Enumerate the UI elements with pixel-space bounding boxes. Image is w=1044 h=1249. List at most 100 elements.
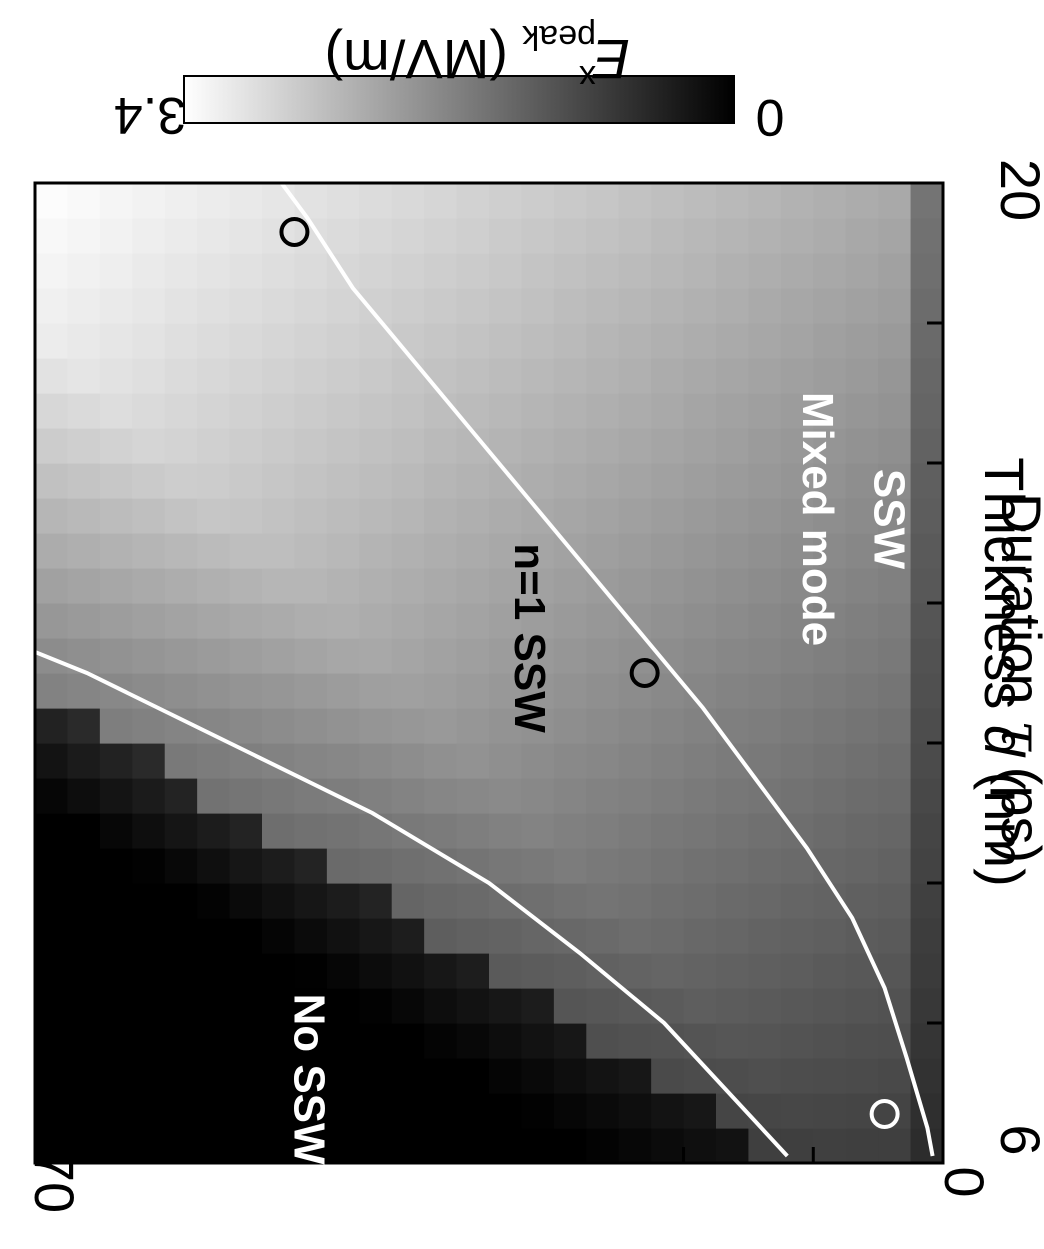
- heatmap-cell: [489, 533, 523, 569]
- heatmap-cell: [326, 288, 360, 324]
- heatmap-cell: [780, 498, 814, 534]
- heatmap-cell: [456, 1128, 490, 1163]
- heatmap-cell: [813, 498, 847, 534]
- heatmap-cell: [294, 638, 328, 674]
- heatmap-cell: [845, 603, 879, 639]
- heatmap-cell: [813, 288, 847, 324]
- heatmap-cell: [67, 568, 101, 604]
- heatmap-cell: [813, 638, 847, 674]
- heatmap-cell: [845, 743, 879, 779]
- heatmap-cell: [521, 603, 555, 639]
- heatmap-cell: [164, 743, 198, 779]
- heatmap-cell: [391, 778, 425, 814]
- heatmap-cell: [67, 988, 101, 1024]
- heatmap-cell: [67, 183, 101, 219]
- heatmap-cell: [294, 323, 328, 359]
- heatmap-cell: [489, 358, 523, 394]
- heatmap-cell: [359, 918, 393, 954]
- heatmap-cell: [197, 918, 231, 954]
- heatmap-cell: [99, 953, 133, 989]
- heatmap-cell: [618, 533, 652, 569]
- heatmap-cell: [294, 463, 328, 499]
- heatmap-cell: [618, 358, 652, 394]
- heatmap-cell: [391, 253, 425, 289]
- heatmap-cell: [359, 848, 393, 884]
- heatmap-cell: [229, 883, 263, 919]
- heatmap-cell: [910, 988, 943, 1024]
- heatmap-cell: [294, 848, 328, 884]
- heatmap-cell: [586, 183, 620, 219]
- heatmap-cell: [99, 673, 133, 709]
- heatmap-cell: [683, 463, 717, 499]
- heatmap-cell: [910, 918, 943, 954]
- heatmap-cell: [878, 638, 912, 674]
- heatmap-cell: [586, 813, 620, 849]
- heatmap-cells: [35, 183, 943, 1163]
- heatmap-cell: [780, 463, 814, 499]
- heatmap-cell: [878, 673, 912, 709]
- heatmap-cell: [813, 428, 847, 464]
- heatmap-cell: [391, 463, 425, 499]
- heatmap-cell: [262, 1023, 296, 1059]
- heatmap-cell: [456, 568, 490, 604]
- heatmap-cell: [359, 1093, 393, 1129]
- heatmap-cell: [618, 638, 652, 674]
- heatmap-cell: [99, 253, 133, 289]
- heatmap-cell: [845, 533, 879, 569]
- heatmap-cell: [262, 848, 296, 884]
- colorbar-subscript: peak: [521, 18, 596, 56]
- heatmap-cell: [164, 883, 198, 919]
- heatmap-cell: [651, 428, 685, 464]
- heatmap-cell: [197, 428, 231, 464]
- heatmap-cell: [197, 813, 231, 849]
- heatmap-cell: [424, 603, 458, 639]
- heatmap-cell: [262, 183, 296, 219]
- heatmap-cell: [618, 1058, 652, 1094]
- heatmap-cell: [780, 323, 814, 359]
- heatmap-cell: [132, 218, 166, 254]
- heatmap-cell: [521, 708, 555, 744]
- heatmap-cell: [164, 848, 198, 884]
- heatmap-cell: [845, 1058, 879, 1094]
- axis-ticks: [163, 321, 943, 1163]
- heatmap-cell: [359, 603, 393, 639]
- heatmap-cell: [910, 428, 943, 464]
- marker-circle: [869, 1099, 900, 1129]
- heatmap-cell: [262, 603, 296, 639]
- heatmap-cell: [521, 288, 555, 324]
- heatmap-cell: [391, 638, 425, 674]
- heatmap-cell: [326, 218, 360, 254]
- heatmap-cell: [586, 638, 620, 674]
- heatmap-cell: [878, 743, 912, 779]
- x-tick-label-min: 6: [989, 1124, 1044, 1155]
- heatmap-cell: [262, 323, 296, 359]
- heatmap-cell: [164, 323, 198, 359]
- heatmap-cell: [845, 393, 879, 429]
- heatmap-cell: [748, 743, 782, 779]
- marker-circle: [279, 217, 310, 247]
- x-axis-title: Thickness d (nm): [973, 457, 1036, 886]
- heatmap-cell: [878, 918, 912, 954]
- colorbar: [183, 75, 735, 124]
- heatmap-cell: [813, 1093, 847, 1129]
- heatmap-cell: [910, 848, 943, 884]
- heatmap-cell: [132, 1093, 166, 1129]
- phase-boundaries: [35, 183, 935, 1158]
- heatmap-cell: [326, 1093, 360, 1129]
- heatmap-cell: [391, 953, 425, 989]
- heatmap-cell: [748, 1058, 782, 1094]
- heatmap-cell: [553, 183, 587, 219]
- heatmap-cell: [262, 533, 296, 569]
- heatmap-cell: [521, 988, 555, 1024]
- heatmap-cell: [521, 918, 555, 954]
- region-label: Mixed mode: [793, 392, 842, 646]
- heatmap-cell: [359, 428, 393, 464]
- heatmap-cell: [553, 498, 587, 534]
- heatmap-cell: [456, 358, 490, 394]
- heatmap-cell: [489, 813, 523, 849]
- heatmap-cell: [651, 813, 685, 849]
- heatmap-cell: [553, 253, 587, 289]
- heatmap-cell: [229, 953, 263, 989]
- heatmap-cell: [521, 498, 555, 534]
- heatmap-cell: [67, 848, 101, 884]
